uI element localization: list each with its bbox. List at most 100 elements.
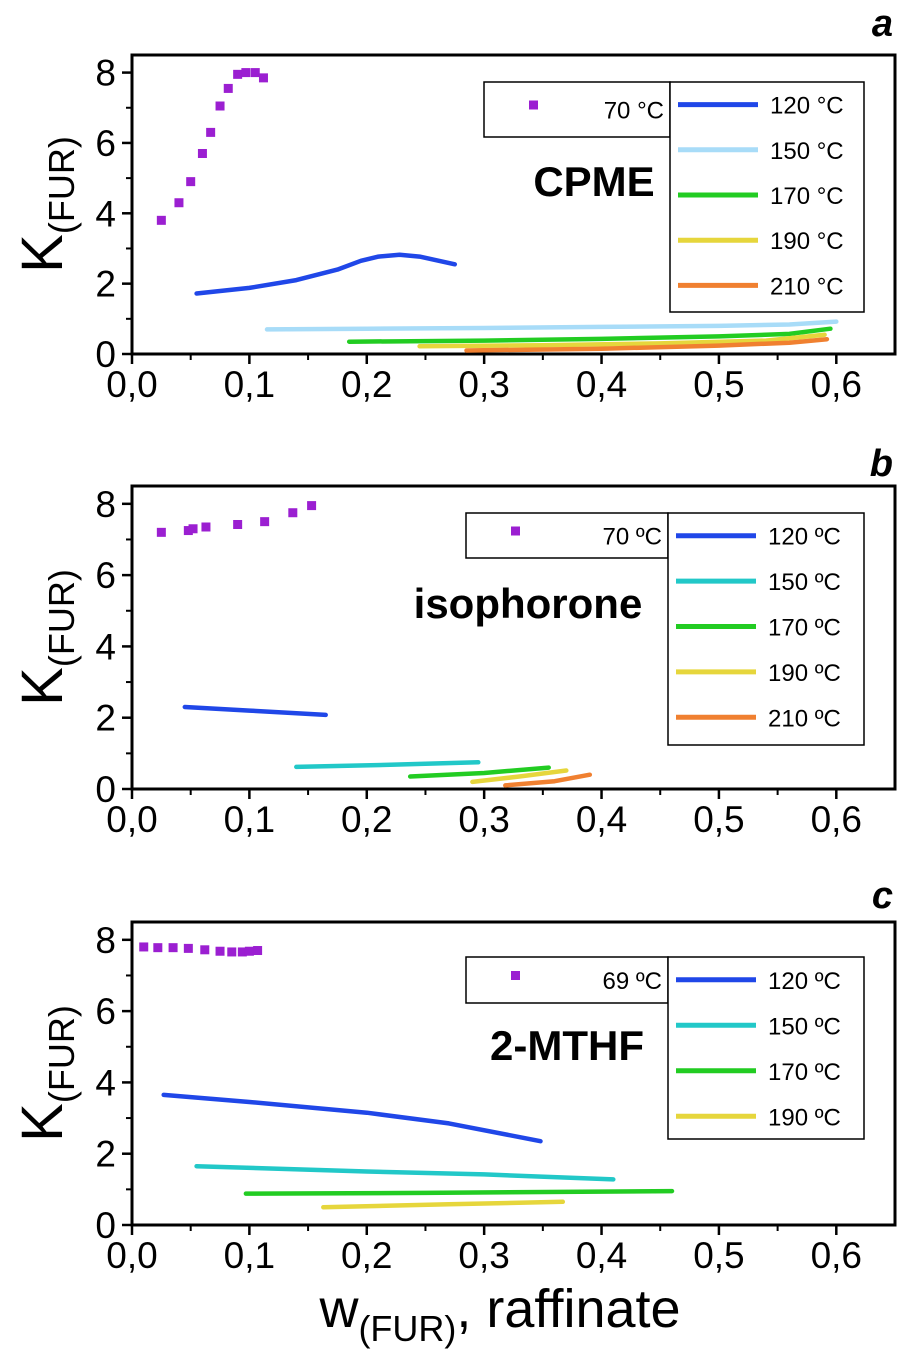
scatter-point xyxy=(200,945,210,955)
y-tick-label: 0 xyxy=(95,769,116,810)
series-line-210c xyxy=(503,772,593,788)
series-line-190c xyxy=(417,332,827,349)
scatter-point xyxy=(288,508,298,518)
scatter-point xyxy=(201,522,211,532)
x-axis-label-sub: (FUR) xyxy=(358,1308,456,1349)
x-tick-label: 0,6 xyxy=(811,799,862,840)
y-axis-label: K(FUR) xyxy=(10,569,82,706)
y-tick-label: 8 xyxy=(95,484,116,525)
series-line-210c xyxy=(464,336,830,353)
x-tick-label: 0,3 xyxy=(458,1235,509,1276)
legend-marker xyxy=(511,971,520,980)
series-line-190c xyxy=(321,1199,566,1210)
x-tick-label: 0,4 xyxy=(576,799,627,840)
y-tick-label: 2 xyxy=(95,264,116,305)
legend-entry: 120 ºC xyxy=(768,968,841,995)
y-tick-label: 2 xyxy=(95,698,116,739)
panel-b: 0,0 0,1 0,2 0,3 0,4 0,5 0,6 0 2 4 6 8 K(FUR) b isophor… xyxy=(10,443,897,840)
scatter-point xyxy=(237,947,247,957)
scatter-point xyxy=(174,198,184,208)
y-axis-label-main: K xyxy=(10,667,75,706)
x-tick-label: 0,0 xyxy=(106,364,157,405)
y-tick-label: 2 xyxy=(95,1134,116,1175)
legend-entry: 69 ºC xyxy=(603,968,662,995)
scatter-point xyxy=(307,501,317,511)
legend-entry: 190 °C xyxy=(770,228,844,255)
scatter-point xyxy=(183,943,193,953)
legend-marker xyxy=(529,100,538,110)
scatter-point xyxy=(183,526,193,536)
y-axis-label-sub: (FUR) xyxy=(41,569,82,667)
x-tick-label: 0,0 xyxy=(106,1235,157,1276)
scatter-point xyxy=(244,946,254,956)
scatter-point xyxy=(241,68,251,78)
y-tick-label: 4 xyxy=(95,626,116,667)
scatter-legend: 69 ºC xyxy=(465,956,669,1004)
scatter-point xyxy=(227,947,237,957)
scatter-legend-box xyxy=(483,81,671,138)
legend-marker xyxy=(511,526,520,536)
scatter-point xyxy=(168,943,178,953)
line-legend-box xyxy=(667,956,865,1140)
legend-entry: 190 ºC xyxy=(768,1104,841,1131)
series-line-170c xyxy=(407,765,551,779)
scatter-legend-box xyxy=(465,956,669,1004)
x-axis-label-suffix: , raffinate xyxy=(456,1279,680,1339)
scatter-point xyxy=(153,943,163,953)
x-tick-label: 0,0 xyxy=(106,799,157,840)
plot-frame xyxy=(130,484,897,791)
legend-entry: 70 ºC xyxy=(603,524,662,551)
scatter-point xyxy=(260,517,270,527)
scatter-legend-box xyxy=(465,512,669,559)
legend-entry: 170 °C xyxy=(770,183,844,210)
x-tick-label: 0,1 xyxy=(224,799,275,840)
scatter-point xyxy=(233,519,243,529)
y-tick-label: 4 xyxy=(95,193,116,234)
scatter-point xyxy=(206,127,216,137)
legend-entry: 150 ºC xyxy=(768,569,841,596)
scatter-point xyxy=(188,524,198,534)
legend-entry: 150 ºC xyxy=(768,1013,841,1040)
scatter-point xyxy=(250,68,260,78)
legend-entry: 120 °C xyxy=(770,93,844,120)
scatter-point xyxy=(215,101,225,111)
series-line-120c xyxy=(161,1092,543,1144)
y-tick-label: 8 xyxy=(95,920,116,961)
scatter-point xyxy=(156,527,166,537)
legend-entry: 70 °C xyxy=(604,98,664,125)
legend-entry: 120 ºC xyxy=(768,524,841,551)
x-tick-label: 0,5 xyxy=(693,799,744,840)
series-line-150c xyxy=(264,319,839,332)
line-legend: 120 °C 150 °C 170 °C 190 °C 210 °C xyxy=(669,81,865,313)
legend-entry: 170 ºC xyxy=(768,615,841,642)
series-line-150c xyxy=(194,1163,616,1182)
y-axis-label-sub: (FUR) xyxy=(41,136,82,234)
legend-entry: 150 °C xyxy=(770,138,844,165)
scatter-point xyxy=(233,69,243,79)
scatter-point xyxy=(253,946,263,956)
x-axis-label: w(FUR), raffinate xyxy=(318,1279,680,1349)
y-tick-label: 4 xyxy=(95,1062,116,1103)
y-tick-label: 6 xyxy=(95,555,116,596)
legend-entry: 190 ºC xyxy=(768,660,841,687)
scatter-point xyxy=(186,177,196,187)
panel-c: 0,0 0,1 0,2 0,3 0,4 0,5 0,6 0 2 4 6 8 K(FUR) c 2-MTHF 6… xyxy=(10,875,897,1276)
x-tick-label: 0,2 xyxy=(341,799,392,840)
y-axis-label: K(FUR) xyxy=(10,1005,82,1142)
scatter-point xyxy=(197,148,207,158)
scatter-point xyxy=(139,942,149,952)
y-tick-label: 0 xyxy=(95,334,116,375)
series-line-150c xyxy=(294,760,481,770)
y-tick-label: 8 xyxy=(95,53,116,94)
series-line-120c xyxy=(194,252,458,296)
x-tick-label: 0,2 xyxy=(341,364,392,405)
series-line-170c xyxy=(243,1188,675,1196)
solvent-label: isophorone xyxy=(414,580,643,627)
x-tick-label: 0,1 xyxy=(224,364,275,405)
y-tick-label: 6 xyxy=(95,991,116,1032)
legend-entry: 170 ºC xyxy=(768,1059,841,1086)
panel-letter: b xyxy=(870,443,893,485)
line-legend: 120 ºC 150 ºC 170 ºC 190 ºC xyxy=(667,956,865,1140)
scatter-legend: 70 °C xyxy=(483,81,671,138)
